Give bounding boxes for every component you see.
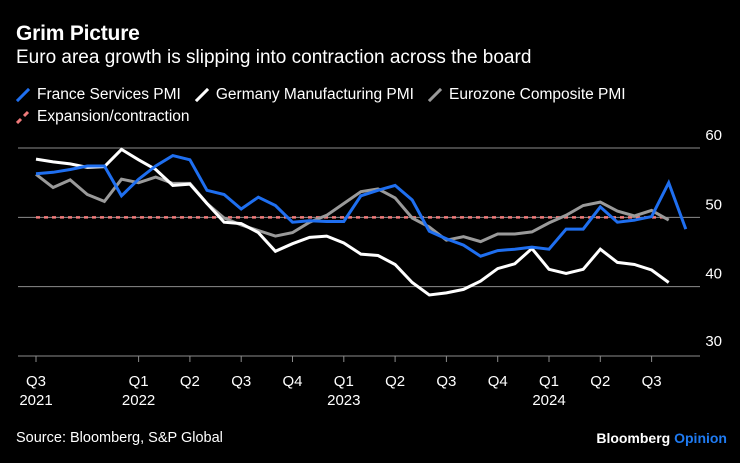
y-tick-label-40: 40 <box>705 266 722 283</box>
legend-eurozone-swatch-line <box>428 88 442 102</box>
legend-germany-swatch-line <box>194 88 209 102</box>
legend-france-swatch-line <box>16 88 30 102</box>
brand-main: Bloomberg <box>596 430 671 446</box>
x-year-label-30: 2024 <box>532 392 565 409</box>
x-tick-label-24: Q3 <box>436 373 456 390</box>
legend-row-2: Expansion/contraction <box>16 106 716 128</box>
x-tick-label-15: Q4 <box>282 373 302 390</box>
legend-threshold-swatch-icon <box>16 110 30 124</box>
legend-germany-swatch-icon <box>194 88 209 102</box>
legend-label-threshold: Expansion/contraction <box>37 108 190 125</box>
x-tick-label-30: Q1 <box>539 373 559 390</box>
legend-row-1: France Services PMI Germany Manufacturin… <box>16 84 716 106</box>
legend-item-threshold: Expansion/contraction <box>16 106 190 128</box>
x-tick-label-6: Q1 <box>129 373 149 390</box>
x-year-label-18: 2023 <box>327 392 360 409</box>
source-note: Source: Bloomberg, S&P Global <box>16 430 223 446</box>
series-line-eurozone <box>35 173 670 244</box>
legend-eurozone-swatch-icon <box>428 88 442 102</box>
x-tick-label-18: Q1 <box>334 373 354 390</box>
legend-item-germany: Germany Manufacturing PMI <box>194 84 414 106</box>
x-tick-label-21: Q2 <box>385 373 405 390</box>
x-tick-label-9: Q2 <box>180 373 200 390</box>
y-tick-label-60: 60 <box>705 127 722 144</box>
series-line-germany <box>35 147 670 297</box>
x-tick-label-36: Q3 <box>642 373 662 390</box>
legend-label-eurozone: Eurozone Composite PMI <box>449 86 626 103</box>
x-year-label-0: 2021 <box>19 392 52 409</box>
brand-accent: Opinion <box>674 430 727 446</box>
x-tick-label-0: Q3 <box>26 373 46 390</box>
legend-france-swatch-icon <box>16 88 30 102</box>
chart-title: Grim Picture <box>16 22 140 45</box>
legend-item-france: France Services PMI <box>16 84 181 106</box>
legend: France Services PMI Germany Manufacturin… <box>16 84 716 128</box>
x-tick-label-27: Q4 <box>488 373 508 390</box>
y-tick-label-50: 50 <box>705 196 722 213</box>
chart-subtitle: Euro area growth is slipping into contra… <box>16 47 532 68</box>
x-year-label-6: 2022 <box>122 392 155 409</box>
legend-label-france: France Services PMI <box>37 86 181 103</box>
series-line-france <box>35 153 688 258</box>
legend-label-germany: Germany Manufacturing PMI <box>215 86 414 103</box>
y-tick-label-30: 30 <box>705 333 722 350</box>
bloomberg-opinion-logo: Bloomberg Opinion <box>596 430 727 446</box>
legend-item-eurozone: Eurozone Composite PMI <box>428 84 626 106</box>
x-tick-label-12: Q3 <box>231 373 251 390</box>
x-tick-label-33: Q2 <box>590 373 610 390</box>
legend-threshold-swatch-dash-2 <box>22 110 30 118</box>
legend-threshold-swatch-dash-1 <box>16 117 23 124</box>
